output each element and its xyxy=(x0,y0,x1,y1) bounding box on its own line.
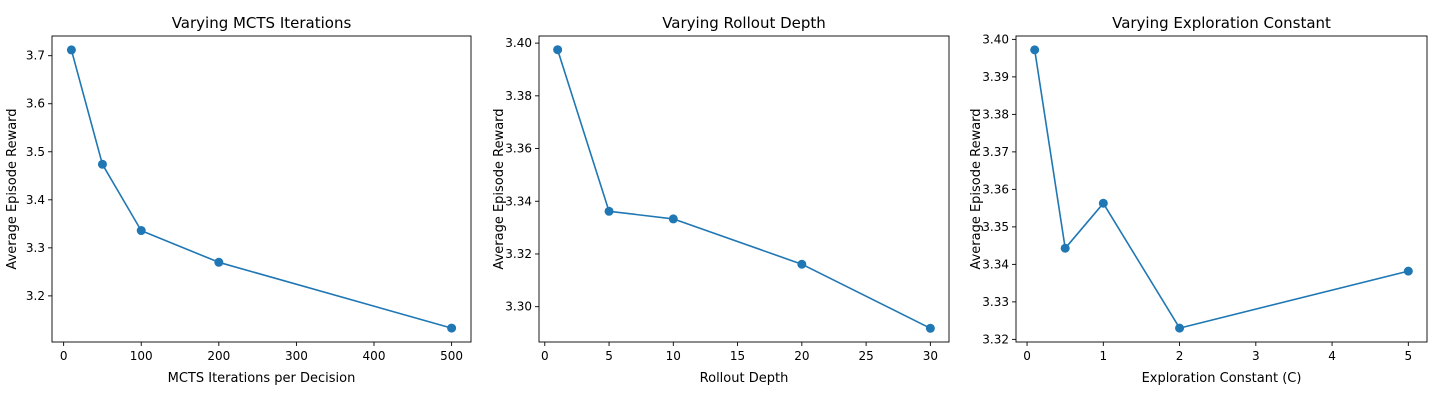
chart-title: Varying Rollout Depth xyxy=(662,14,826,32)
plot-frame xyxy=(1015,35,1428,343)
x-tick-label: 500 xyxy=(440,349,463,363)
x-tick-label: 0 xyxy=(60,349,68,363)
x-tick-label: 200 xyxy=(207,349,230,363)
x-tick-label: 0 xyxy=(541,349,549,363)
x-axis-label: Exploration Constant (C) xyxy=(1142,371,1302,386)
chart-panel-1: Varying MCTS Iterations 0 100 200 300 400 500 3… xyxy=(5,14,472,386)
series-line xyxy=(70,49,452,329)
y-tick-label: 3.34 xyxy=(505,194,532,208)
y-tick-label: 3.32 xyxy=(505,247,532,261)
x-tick-label: 4 xyxy=(1328,349,1336,363)
data-point xyxy=(214,257,224,267)
y-tick-label: 3.38 xyxy=(982,107,1009,121)
y-tick-label: 3.33 xyxy=(982,295,1009,309)
y-axis-label: Average Episode Reward xyxy=(969,108,984,269)
y-tick-label: 3.4 xyxy=(26,193,45,207)
y-tick-label: 3.6 xyxy=(26,97,45,111)
data-point xyxy=(553,45,563,55)
y-tick-label: 3.37 xyxy=(982,145,1009,159)
chart-panel-2: Varying Rollout Depth 0 5 10 15 20 25 30 3.30 3.3… xyxy=(492,14,950,386)
y-axis-label: Average Episode Reward xyxy=(492,108,507,269)
x-tick-label: 5 xyxy=(1404,349,1412,363)
data-point xyxy=(1030,45,1040,55)
data-point xyxy=(797,259,807,269)
x-tick-label: 10 xyxy=(666,349,681,363)
y-tick-label: 3.7 xyxy=(26,49,45,63)
x-tick-label: 25 xyxy=(858,349,873,363)
series-line xyxy=(1033,49,1409,329)
data-point xyxy=(1060,243,1070,253)
y-tick-label: 3.40 xyxy=(505,36,532,50)
data-point xyxy=(1175,323,1185,333)
data-point xyxy=(447,323,457,333)
x-tick-label: 15 xyxy=(730,349,745,363)
plot-frame xyxy=(538,35,950,343)
y-tick-label: 3.35 xyxy=(982,220,1009,234)
y-tick-label: 3.36 xyxy=(505,142,532,156)
x-tick-label: 0 xyxy=(1023,349,1031,363)
x-tick-label: 30 xyxy=(923,349,938,363)
series-line xyxy=(556,49,931,330)
y-tick-label: 3.32 xyxy=(982,332,1009,346)
data-point xyxy=(668,214,678,224)
y-tick-label: 3.34 xyxy=(982,257,1009,271)
data-point xyxy=(1403,266,1413,276)
y-tick-label: 3.38 xyxy=(505,89,532,103)
chart-title: Varying MCTS Iterations xyxy=(172,14,352,32)
y-tick-label: 3.5 xyxy=(26,145,45,159)
data-point xyxy=(97,159,107,169)
data-point xyxy=(604,206,614,216)
chart-title: Varying Exploration Constant xyxy=(1112,14,1331,32)
y-tick-label: 3.39 xyxy=(982,70,1009,84)
y-tick-label: 3.3 xyxy=(26,241,45,255)
x-tick-label: 100 xyxy=(130,349,153,363)
data-point xyxy=(925,323,935,333)
x-tick-label: 20 xyxy=(794,349,809,363)
plot-frame xyxy=(51,35,472,343)
y-tick-label: 3.2 xyxy=(26,289,45,303)
x-tick-label: 1 xyxy=(1099,349,1107,363)
y-axis-label: Average Episode Reward xyxy=(5,108,20,269)
data-point xyxy=(66,45,76,55)
x-tick-label: 400 xyxy=(363,349,386,363)
x-tick-label: 3 xyxy=(1252,349,1260,363)
x-tick-label: 2 xyxy=(1176,349,1184,363)
x-tick-label: 5 xyxy=(605,349,613,363)
y-tick-label: 3.30 xyxy=(505,300,532,314)
y-tick-label: 3.36 xyxy=(982,182,1009,196)
x-axis-label: MCTS Iterations per Decision xyxy=(168,371,356,386)
chart-panel-3: Varying Exploration Constant 0 1 2 3 4 5 3.32 3.… xyxy=(969,14,1428,386)
x-axis-label: Rollout Depth xyxy=(700,371,789,386)
data-point xyxy=(1098,198,1108,208)
data-point xyxy=(136,226,146,236)
y-tick-label: 3.40 xyxy=(982,32,1009,46)
x-tick-label: 300 xyxy=(285,349,308,363)
